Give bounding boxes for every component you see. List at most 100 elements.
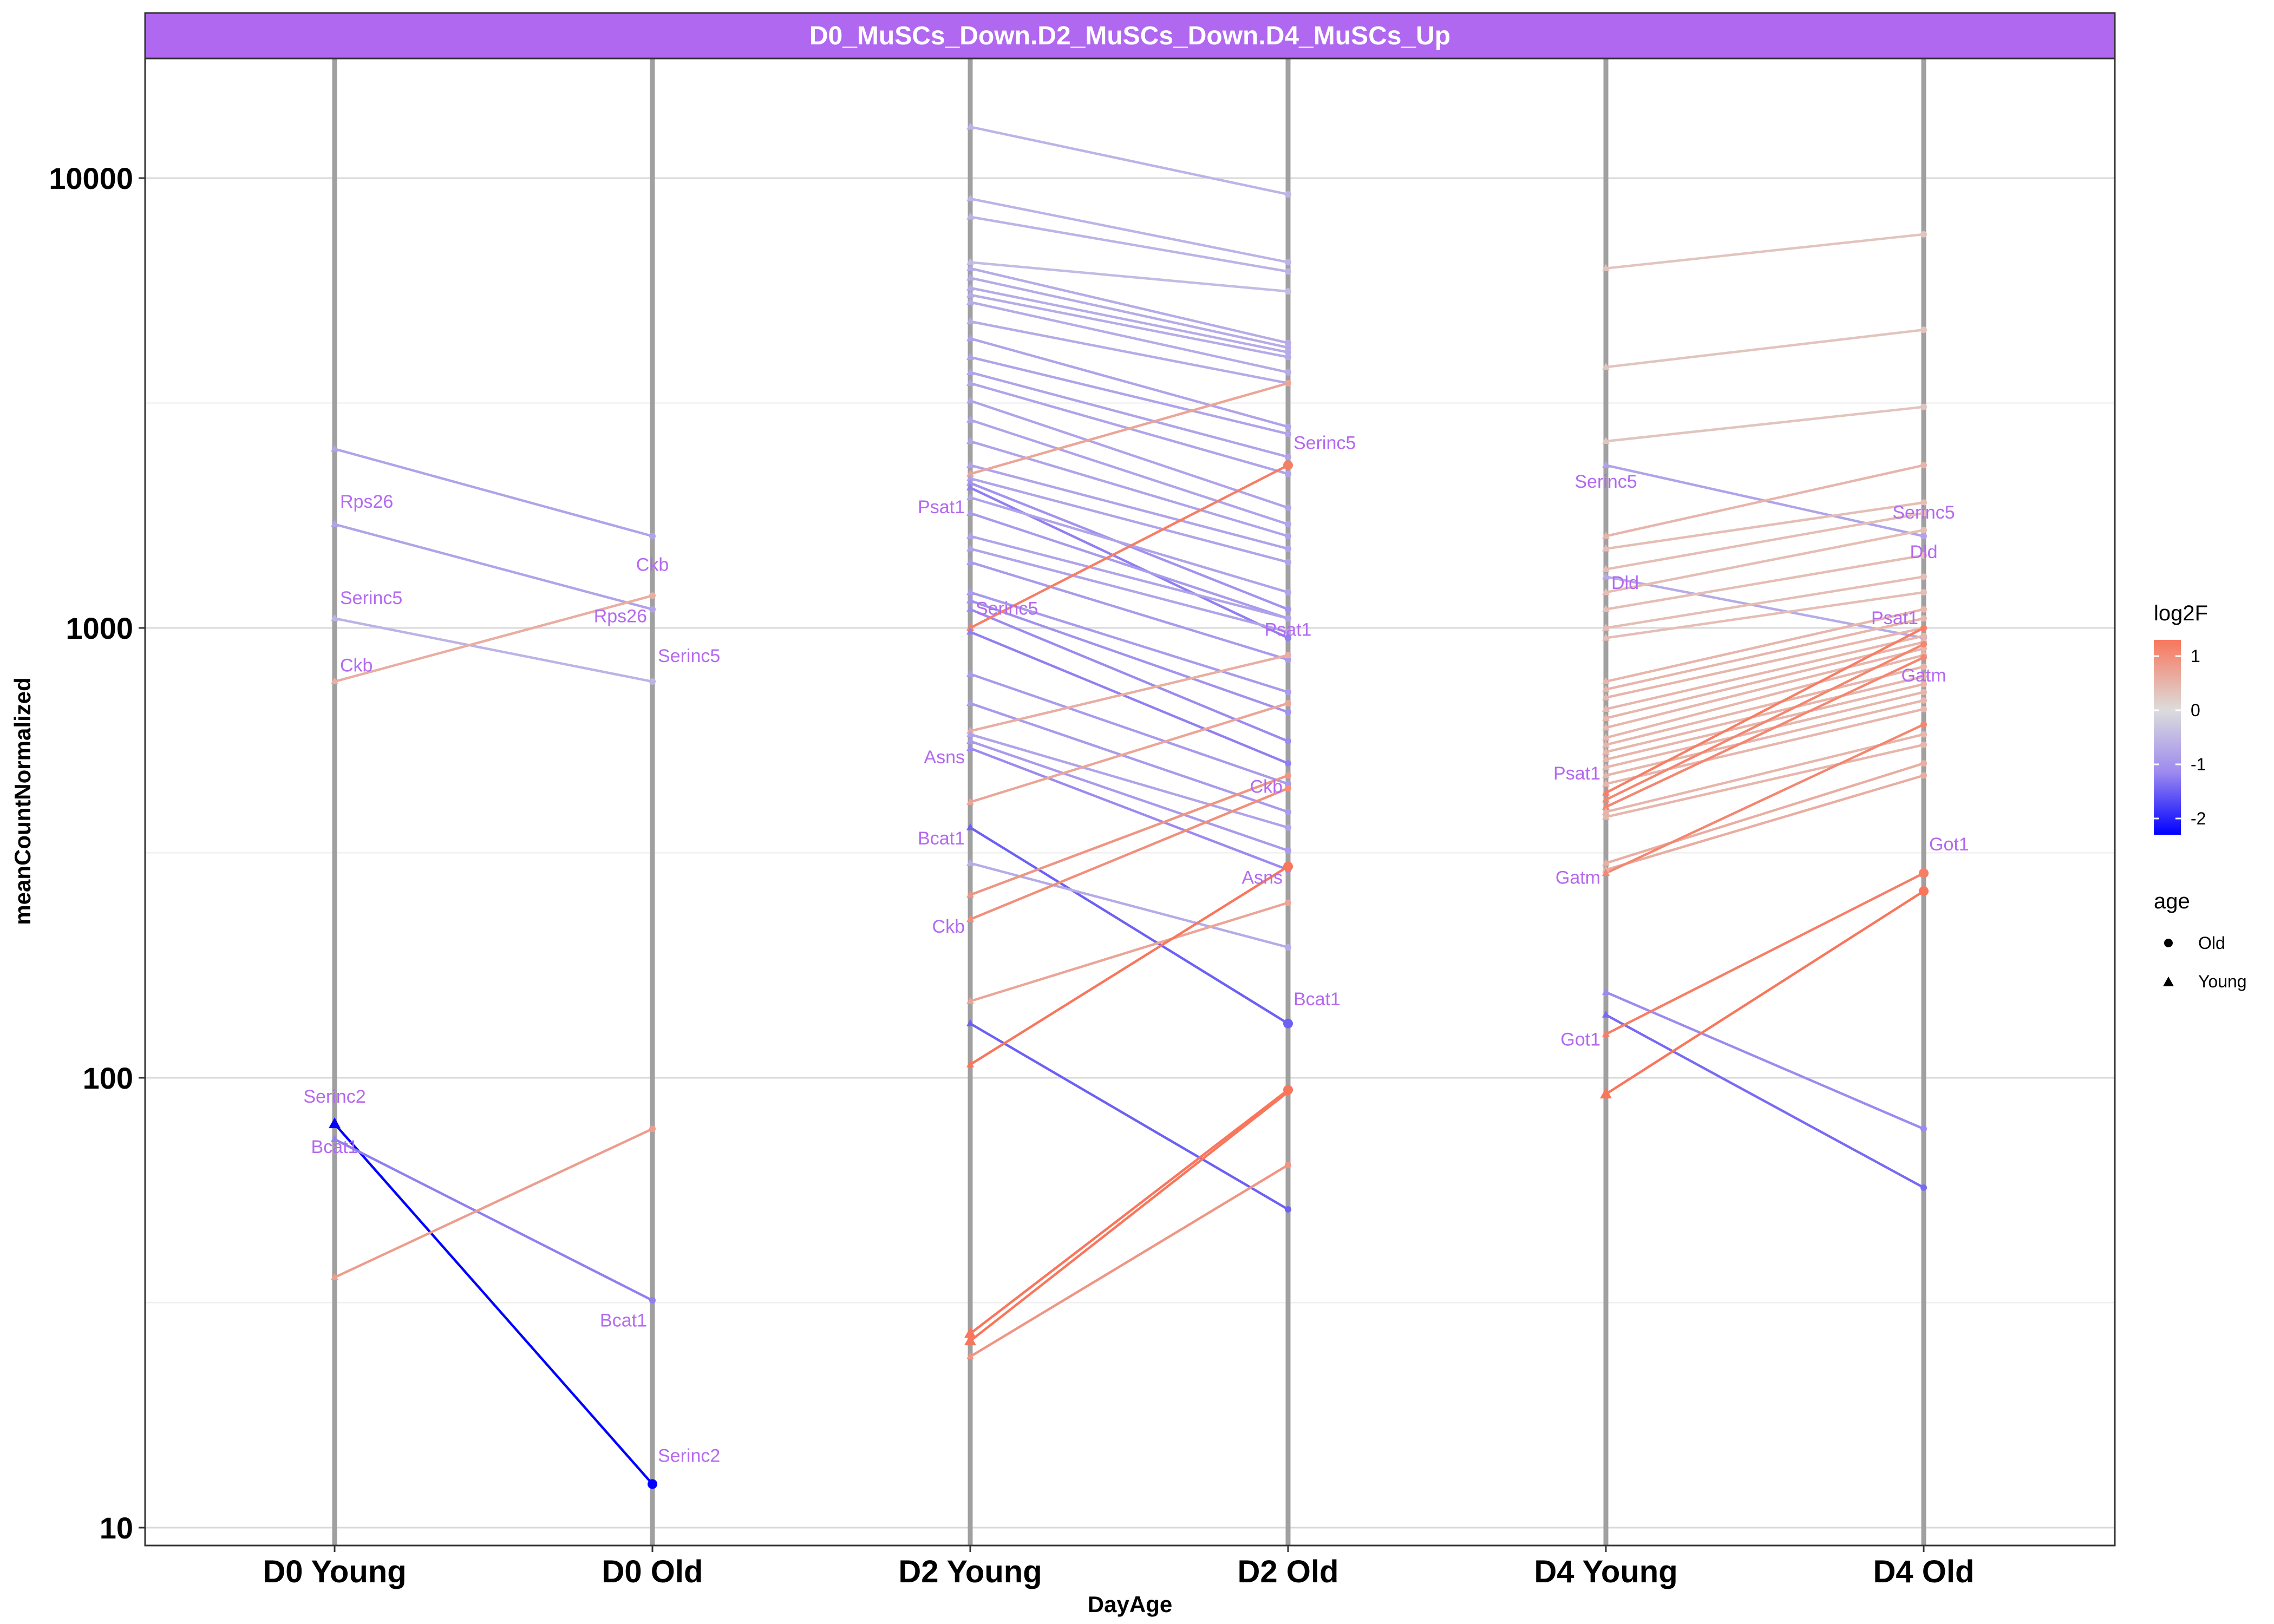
series-point-young-71 xyxy=(1602,693,1610,700)
gene-label-14: Bcat1 xyxy=(918,828,965,849)
y-tick-label-3: 1000 xyxy=(66,611,133,645)
series-point-young-9 xyxy=(966,194,974,202)
series-line-65 xyxy=(1604,529,1925,594)
gene-label-18: Ckb xyxy=(1250,777,1283,797)
series-line-6 xyxy=(333,1138,654,1302)
series-point-young-30 xyxy=(966,493,974,500)
series-line-54 xyxy=(969,1089,1290,1335)
series-point-young-85 xyxy=(1602,807,1610,815)
series-line-67 xyxy=(1604,575,1925,630)
series-point-old-12 xyxy=(1285,339,1291,346)
series-point-old-80 xyxy=(1920,697,1927,704)
gene-label-16: Serinc5 xyxy=(1293,433,1356,453)
series-point-young-3 xyxy=(331,614,338,621)
series-point-old-24 xyxy=(1285,533,1291,540)
series-point-young-51 xyxy=(966,997,974,1004)
gene-label-28: Psat1 xyxy=(1871,608,1918,628)
gene-label-30: Got1 xyxy=(1929,834,1969,855)
gene-label-17: Psat1 xyxy=(1265,620,1312,640)
x-tick-label-6: D4 Old xyxy=(1873,1554,1975,1589)
gene-label-29: Gatm xyxy=(1901,665,1946,686)
series-point-old-90 xyxy=(1920,1125,1927,1132)
series-line-2 xyxy=(333,523,654,611)
series-point-young-34 xyxy=(966,558,974,565)
strip-background xyxy=(144,12,2116,60)
series-line-19 xyxy=(969,356,1290,435)
series-line-63 xyxy=(1604,512,1925,571)
series-point-old-27 xyxy=(1285,559,1291,566)
series-point-old-70 xyxy=(1920,615,1927,622)
series-point-young-15 xyxy=(966,290,974,298)
highlight-point-4 xyxy=(964,1334,976,1346)
panel-background xyxy=(145,58,2115,1546)
series-line-85 xyxy=(1604,733,1925,814)
series-line-82 xyxy=(1604,626,1925,794)
series-point-old-19 xyxy=(1285,430,1291,437)
gene-label-1: Rps26 xyxy=(340,492,393,512)
series-line-12 xyxy=(969,267,1290,344)
x-axis: D0 Young D0 Old D2 Young D2 Old D4 Young D4 O… xyxy=(263,1546,1974,1589)
series-point-young-44 xyxy=(966,737,974,744)
series-line-18 xyxy=(969,337,1290,428)
series-point-old-6 xyxy=(649,1297,656,1304)
series-point-young-36 xyxy=(966,596,974,604)
gene-label-21: Serinc5 xyxy=(1574,472,1637,492)
series-point-old-88 xyxy=(1920,772,1927,779)
x-tick-label-1: D0 Young xyxy=(263,1554,406,1589)
gene-label-12: Serinc5 xyxy=(976,599,1038,619)
series-point-young-11 xyxy=(966,258,974,265)
series-line-44 xyxy=(969,740,1290,852)
series-point-young-14 xyxy=(966,283,974,291)
series-point-young-39 xyxy=(966,627,974,635)
series-point-old-34 xyxy=(1285,656,1291,663)
series-point-old-68 xyxy=(1920,589,1927,596)
series-line-93 xyxy=(1604,889,1925,1096)
series-point-young-49 xyxy=(966,890,974,898)
series-point-young-80 xyxy=(1602,771,1610,778)
series-point-young-79 xyxy=(1602,763,1610,770)
series-point-young-22 xyxy=(966,396,974,404)
series-line-59 xyxy=(1604,405,1925,443)
series-point-young-8 xyxy=(966,122,974,130)
series-line-45 xyxy=(969,747,1290,871)
series-line-41 xyxy=(969,702,1290,814)
series-line-86 xyxy=(1604,743,1925,818)
series-point-young-53 xyxy=(966,1060,974,1068)
series-point-young-32 xyxy=(966,532,974,539)
series-point-old-49 xyxy=(1285,772,1291,779)
legend-young-label: Young xyxy=(2198,972,2247,991)
gene-label-22: Dld xyxy=(1611,573,1639,593)
series-point-young-81 xyxy=(1602,780,1610,787)
highlight-point-9 xyxy=(1600,1088,1612,1099)
series-point-young-63 xyxy=(1602,565,1610,572)
x-tick-label-5: D4 Young xyxy=(1534,1554,1677,1589)
series-point-old-25 xyxy=(1285,545,1291,552)
highlight-point-10 xyxy=(1919,868,1929,879)
series-point-old-39 xyxy=(1285,760,1291,767)
series-line-11 xyxy=(969,261,1290,293)
series-point-young-68 xyxy=(1602,633,1610,641)
x-tick-label-4: D2 Old xyxy=(1238,1554,1339,1589)
series-point-old-46 xyxy=(1285,700,1291,707)
highlight-point-7 xyxy=(1283,861,1293,872)
series-point-old-85 xyxy=(1920,731,1927,738)
series-line-38 xyxy=(969,464,1290,630)
series-point-young-40 xyxy=(966,670,974,677)
series-point-old-84 xyxy=(1920,654,1927,661)
series-line-52 xyxy=(969,1022,1290,1211)
series-line-8 xyxy=(969,126,1290,196)
series-point-young-33 xyxy=(966,544,974,552)
gene-label-10: Serinc2 xyxy=(658,1446,720,1466)
series-point-old-58 xyxy=(1920,326,1927,333)
series-line-31 xyxy=(969,512,1290,620)
gene-labels: Rps26 Serinc5 Ckb Serinc2 Bcat1 Ckb Rps26 Serin… xyxy=(303,433,1969,1466)
series-line-32 xyxy=(969,535,1290,620)
series-point-young-47 xyxy=(966,823,974,830)
series-point-young-66 xyxy=(1602,605,1610,612)
series-line-9 xyxy=(969,197,1290,264)
series-line-39 xyxy=(969,631,1290,765)
series-line-36 xyxy=(969,599,1290,713)
series-line-68 xyxy=(1604,591,1925,639)
series-line-71 xyxy=(1604,626,1925,699)
series-line-91 xyxy=(1604,1013,1925,1189)
